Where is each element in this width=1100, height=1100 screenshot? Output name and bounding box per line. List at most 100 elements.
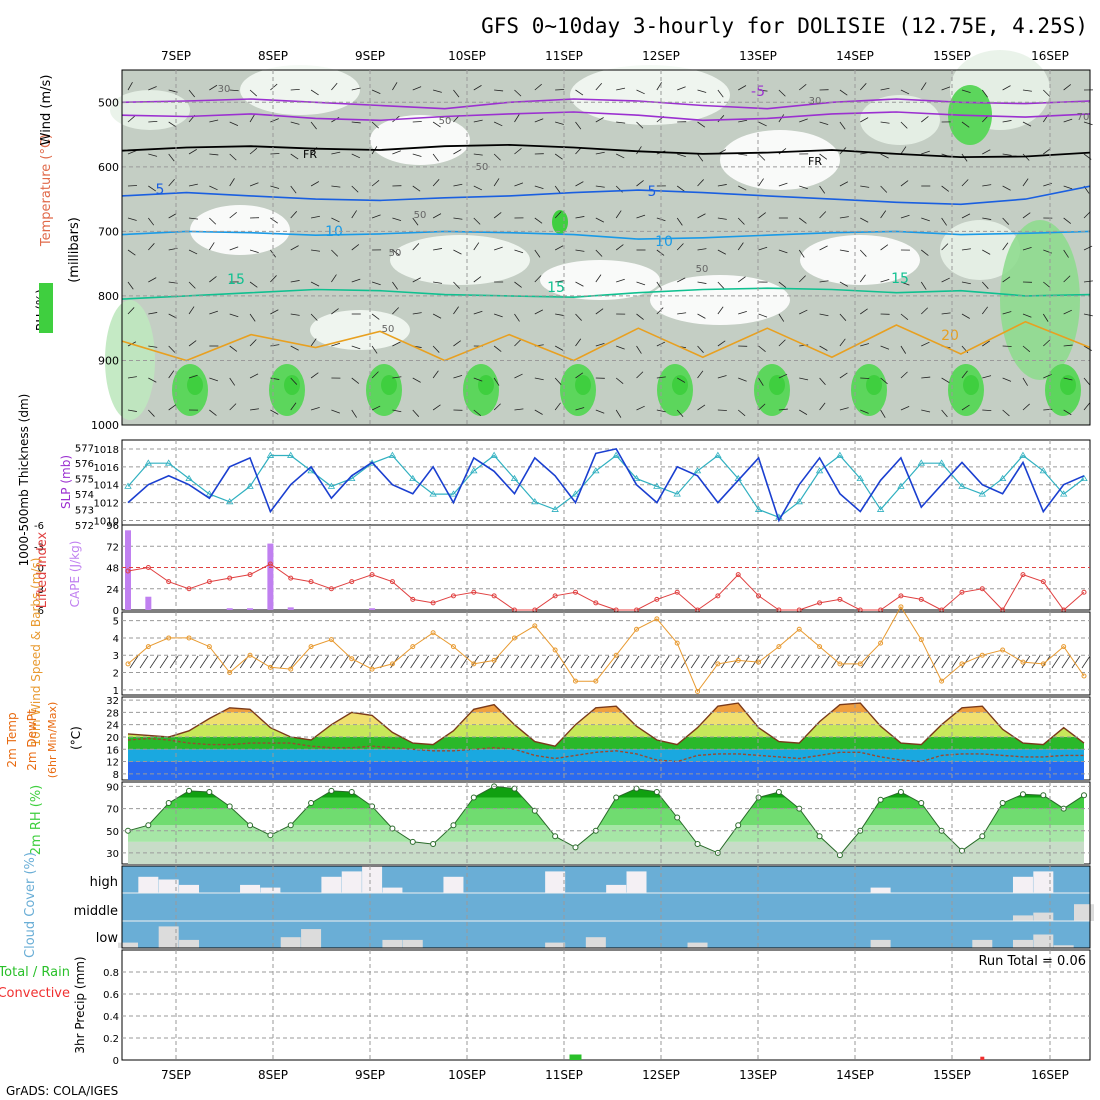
wind-barb bbox=[961, 121, 970, 128]
wind-barb bbox=[697, 370, 704, 379]
wind10-point bbox=[511, 635, 517, 641]
wind10-barb bbox=[249, 655, 259, 669]
wind-barb bbox=[859, 83, 867, 91]
wind-barb bbox=[1043, 148, 1051, 155]
cloud-bar bbox=[179, 884, 200, 893]
series-line-thickness bbox=[127, 454, 1085, 518]
wind10-barb bbox=[951, 655, 961, 669]
thickness-point bbox=[225, 498, 234, 505]
series-line-temp bbox=[127, 702, 1085, 747]
wind-barb bbox=[839, 313, 847, 321]
wind-barb bbox=[432, 370, 439, 379]
wind-barb bbox=[493, 121, 503, 127]
wind10-point bbox=[572, 678, 578, 684]
wind10-barb bbox=[560, 655, 570, 669]
wind10-barb bbox=[841, 655, 850, 669]
wind-barb bbox=[127, 307, 135, 315]
rh-point bbox=[755, 794, 762, 801]
wind10-barb bbox=[129, 655, 139, 669]
contour-label-10: 20 bbox=[941, 328, 959, 344]
wind-barb bbox=[127, 409, 137, 412]
contour-label-7: 15 bbox=[227, 272, 245, 288]
top-date-label-8: 15SEP bbox=[933, 49, 971, 63]
contour-label-14: 50 bbox=[389, 248, 402, 259]
wind-barb bbox=[1063, 217, 1071, 224]
wind-barb bbox=[656, 376, 666, 379]
wind-barb bbox=[839, 181, 849, 187]
wind-barb bbox=[961, 370, 968, 379]
wind-barb bbox=[473, 409, 482, 416]
cloud-bar bbox=[1074, 904, 1094, 921]
wind-barb bbox=[310, 372, 319, 379]
cloud-bar bbox=[687, 942, 708, 948]
rh-band-4 bbox=[128, 786, 1084, 798]
wind-barb bbox=[493, 403, 501, 411]
wind10-point bbox=[410, 644, 416, 650]
wind-barb bbox=[961, 179, 969, 187]
wind-barb bbox=[717, 375, 727, 379]
wind-barb bbox=[819, 313, 829, 317]
lifted-point bbox=[593, 600, 599, 606]
thickness-point bbox=[795, 498, 803, 505]
wind10-point bbox=[125, 661, 131, 667]
wind-barb bbox=[656, 409, 666, 413]
bottom-date-label-5: 12SEP bbox=[642, 1068, 680, 1082]
wind-barb bbox=[249, 249, 259, 254]
wind-barb bbox=[1083, 313, 1093, 317]
contour-label-17: 30 bbox=[218, 84, 231, 95]
wind-barb bbox=[636, 121, 644, 129]
wind-barb bbox=[412, 243, 420, 251]
wind-barb bbox=[697, 89, 707, 93]
wind10-barb bbox=[1051, 655, 1061, 669]
lifted-point bbox=[654, 596, 660, 602]
wind-barb bbox=[778, 408, 788, 411]
wind-barb bbox=[168, 345, 176, 353]
cape-tick-1: 24 bbox=[106, 585, 119, 596]
rh-point bbox=[1040, 792, 1047, 799]
wind-barb bbox=[860, 217, 869, 223]
upper-air-tick-4: 900 bbox=[98, 354, 119, 367]
rh-point bbox=[470, 794, 477, 801]
wind-barb bbox=[148, 243, 155, 251]
wind-barb bbox=[1002, 409, 1010, 417]
wind-barb bbox=[799, 118, 808, 123]
lifted-point bbox=[979, 586, 985, 592]
wind-barb bbox=[290, 211, 298, 219]
wind-barb bbox=[514, 408, 524, 411]
wind-barb bbox=[270, 377, 280, 380]
wind-barb bbox=[1002, 377, 1012, 382]
wind-barb bbox=[209, 242, 215, 251]
wind-barb bbox=[961, 404, 970, 411]
wind10-point bbox=[776, 644, 782, 650]
contour-label-5: 10 bbox=[325, 224, 343, 240]
wind-barb bbox=[778, 249, 788, 254]
wind-barb bbox=[921, 376, 931, 379]
wind10-barb bbox=[871, 655, 880, 669]
wind-barb bbox=[453, 374, 463, 379]
thickness-point bbox=[449, 490, 458, 497]
wind-barb bbox=[615, 153, 625, 159]
wind-barb bbox=[270, 217, 278, 224]
thickness-ylabel: 1000-500mb Thickness (dm) bbox=[17, 394, 31, 567]
thickness-point bbox=[1080, 474, 1088, 482]
wind-barb bbox=[860, 343, 870, 347]
slp-tick-1: 1012 bbox=[94, 499, 119, 510]
wind-barb bbox=[514, 89, 522, 97]
cloud-bar bbox=[240, 884, 261, 893]
humidity-region-15 bbox=[1000, 220, 1080, 380]
wind-barb bbox=[310, 338, 317, 347]
wind-barb bbox=[188, 374, 198, 379]
cape-bar bbox=[369, 608, 376, 610]
rh-point bbox=[1019, 791, 1026, 798]
thickness-frame bbox=[121, 439, 1091, 526]
wind-barb bbox=[819, 211, 827, 219]
wind-barb bbox=[554, 377, 562, 385]
wind-barb bbox=[859, 249, 867, 257]
cape-bar bbox=[226, 608, 233, 610]
isotherm-line-0 bbox=[121, 98, 1091, 110]
wind-barb bbox=[819, 121, 829, 126]
wind10-barb bbox=[530, 655, 540, 669]
precip-legend-total: Total / Rain bbox=[0, 965, 70, 980]
wind-barb bbox=[717, 306, 724, 315]
wind-barb bbox=[229, 313, 239, 318]
